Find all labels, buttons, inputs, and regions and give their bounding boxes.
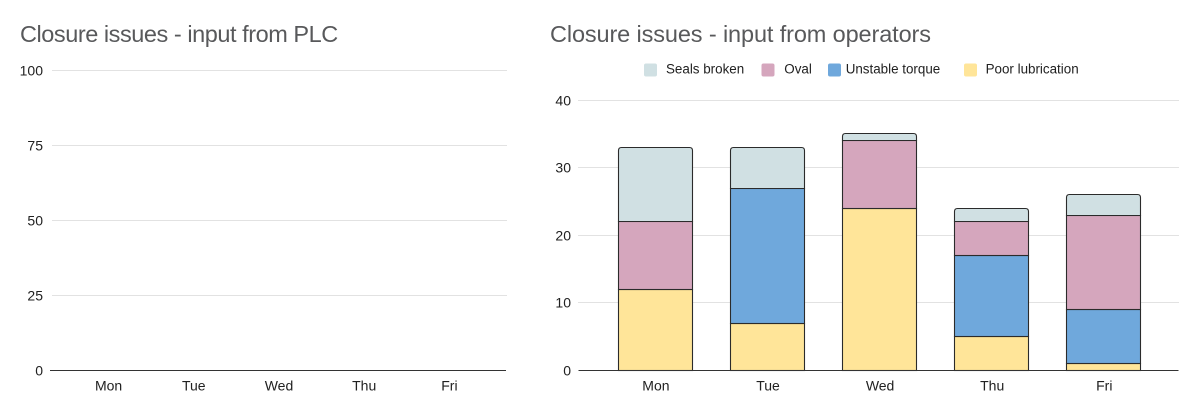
svg-text:Wed: Wed xyxy=(866,377,895,393)
svg-text:20: 20 xyxy=(555,227,571,243)
svg-text:10: 10 xyxy=(555,294,571,310)
svg-text:50: 50 xyxy=(27,212,43,228)
svg-text:Closure issues - input from PL: Closure issues - input from PLC xyxy=(20,21,338,47)
svg-text:Unstable torque: Unstable torque xyxy=(846,62,941,77)
svg-text:Poor lubrication: Poor lubrication xyxy=(986,62,1079,77)
svg-text:30: 30 xyxy=(555,159,571,175)
svg-text:40: 40 xyxy=(555,92,571,108)
svg-text:Tue: Tue xyxy=(182,377,206,393)
svg-text:25: 25 xyxy=(27,287,43,303)
svg-text:Seals broken: Seals broken xyxy=(666,62,744,77)
svg-text:Fri: Fri xyxy=(441,377,457,393)
svg-text:Closure issues - input from op: Closure issues - input from operators xyxy=(550,21,931,47)
svg-text:0: 0 xyxy=(35,362,43,378)
svg-text:Oval: Oval xyxy=(784,62,812,77)
svg-text:0: 0 xyxy=(563,362,571,378)
svg-text:Fri: Fri xyxy=(1096,377,1112,393)
svg-text:Mon: Mon xyxy=(642,377,669,393)
svg-text:100: 100 xyxy=(20,62,44,78)
svg-text:Wed: Wed xyxy=(265,377,294,393)
svg-text:Tue: Tue xyxy=(756,377,780,393)
svg-text:75: 75 xyxy=(27,137,43,153)
svg-text:Thu: Thu xyxy=(980,377,1004,393)
svg-text:Thu: Thu xyxy=(352,377,376,393)
svg-text:Mon: Mon xyxy=(95,377,122,393)
